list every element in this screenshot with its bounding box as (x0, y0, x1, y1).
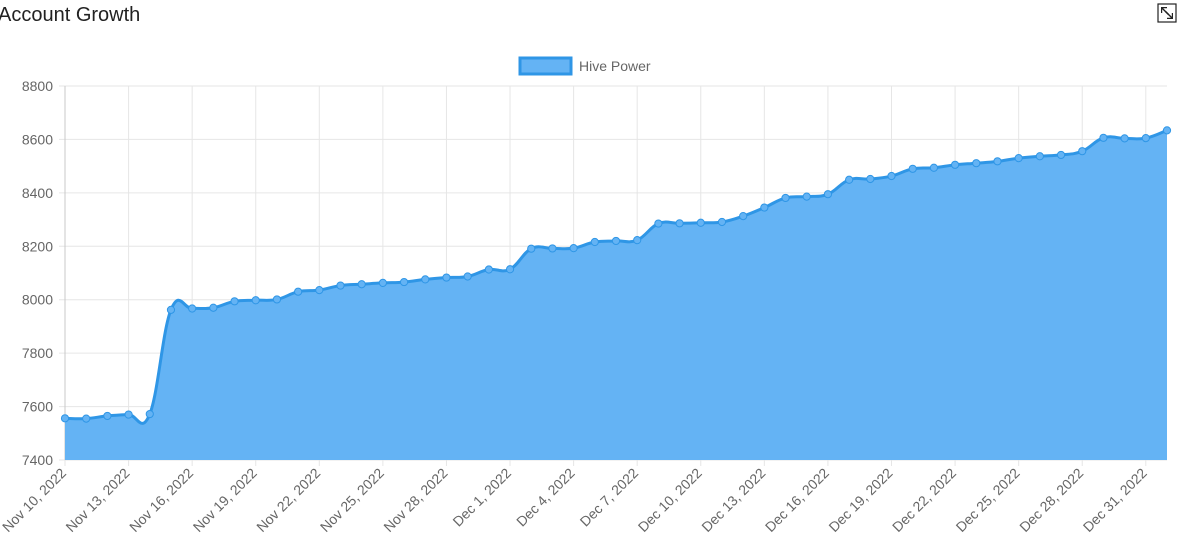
data-point (230, 297, 239, 306)
x-tick-label: Dec 28, 2022 (1016, 465, 1086, 535)
y-tick-label: 8600 (22, 131, 53, 147)
x-tick-label: Nov 22, 2022 (253, 465, 323, 535)
x-tick-label: Nov 16, 2022 (126, 465, 196, 535)
data-point (60, 414, 70, 423)
page-title: Account Growth (0, 4, 141, 26)
legend-swatch (518, 56, 573, 76)
data-point (866, 174, 875, 184)
data-point (463, 272, 472, 281)
data-point (1056, 150, 1066, 160)
data-point (781, 193, 790, 203)
y-tick-label: 8800 (22, 78, 53, 94)
data-point (315, 285, 324, 295)
x-tick-label: Dec 31, 2022 (1080, 465, 1150, 535)
data-point (972, 159, 981, 168)
x-tick-label: Nov 28, 2022 (380, 465, 450, 535)
data-point (442, 273, 451, 282)
data-point (188, 304, 197, 313)
data-point (145, 409, 154, 419)
data-point (484, 265, 493, 274)
data-point (1120, 134, 1129, 143)
data-point (611, 236, 621, 246)
data-point (336, 281, 345, 290)
data-point (1078, 147, 1087, 156)
expand-icon (1157, 3, 1177, 23)
data-point (802, 192, 811, 201)
series-area-hive-power (65, 130, 1167, 461)
data-point (929, 163, 938, 172)
expand-button[interactable] (1157, 3, 1177, 23)
y-tick-label: 7600 (22, 399, 53, 415)
data-point (505, 265, 515, 274)
data-point (908, 164, 917, 173)
data-point (675, 219, 684, 228)
data-point (251, 296, 260, 305)
x-tick-label: Nov 25, 2022 (317, 465, 387, 535)
data-point (527, 244, 536, 253)
data-point (823, 190, 833, 199)
data-point (590, 237, 599, 247)
data-point (272, 295, 282, 304)
data-point (421, 275, 430, 284)
y-tick-label: 7400 (22, 452, 53, 468)
data-point (357, 280, 366, 289)
data-point (1162, 126, 1172, 135)
x-tick-label: Dec 19, 2022 (825, 465, 895, 535)
data-point (548, 244, 557, 253)
x-tick-label: Dec 10, 2022 (635, 465, 705, 535)
data-point (696, 218, 705, 227)
data-point (845, 175, 854, 184)
x-tick-label: Dec 25, 2022 (953, 465, 1023, 535)
data-point (717, 217, 727, 227)
x-tick-label: Dec 16, 2022 (762, 465, 832, 535)
data-point (760, 203, 769, 212)
x-tick-label: Nov 10, 2022 (0, 465, 69, 535)
data-point (654, 219, 663, 228)
legend: Hive Power (518, 56, 651, 76)
y-tick-label: 8000 (22, 292, 53, 308)
data-point (739, 211, 748, 221)
x-tick-label: Dec 13, 2022 (698, 465, 768, 535)
data-point (82, 414, 91, 423)
data-point (993, 157, 1002, 166)
x-tick-label: Dec 1, 2022 (449, 465, 514, 530)
data-point (209, 303, 218, 312)
x-tick-label: Dec 4, 2022 (513, 465, 578, 530)
y-tick-label: 7800 (22, 345, 53, 361)
data-point (294, 287, 303, 296)
data-point (569, 244, 578, 253)
data-point (633, 236, 642, 245)
data-point (1014, 154, 1023, 163)
x-tick-label: Dec 7, 2022 (577, 465, 642, 530)
data-point (378, 278, 387, 287)
data-point (1035, 152, 1044, 161)
data-point (103, 411, 112, 421)
x-tick-label: Nov 13, 2022 (62, 465, 132, 535)
data-point (1099, 133, 1108, 142)
y-tick-label: 8200 (22, 238, 53, 254)
y-tick-label: 8400 (22, 185, 53, 201)
data-point (887, 171, 896, 181)
data-point (399, 277, 409, 287)
data-point (124, 410, 133, 419)
legend-label: Hive Power (579, 58, 651, 74)
x-tick-label: Nov 19, 2022 (190, 465, 260, 535)
data-point (1141, 133, 1150, 143)
x-tick-label: Dec 22, 2022 (889, 465, 959, 535)
data-point (166, 305, 176, 314)
data-point (950, 160, 960, 169)
